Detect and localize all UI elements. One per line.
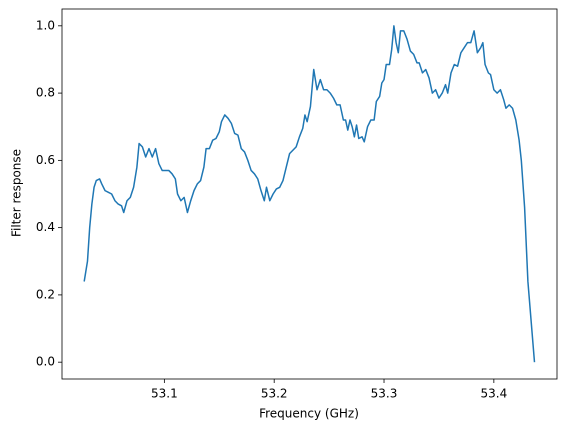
y-tick-label: 0.2 [36, 287, 55, 301]
y-tick-label: 0.4 [36, 220, 55, 234]
x-tick-label: 53.4 [480, 387, 507, 401]
x-tick-label: 53.3 [371, 387, 398, 401]
y-tick-label: 0.6 [36, 153, 55, 167]
x-tick-label: 53.1 [151, 387, 178, 401]
data-line [83, 25, 536, 363]
plot-frame [61, 8, 558, 380]
x-tick-label: 53.2 [261, 387, 288, 401]
y-tick-label: 0.0 [36, 355, 55, 369]
x-axis-label: Frequency (GHz) [259, 407, 359, 421]
y-tick-label: 0.8 [36, 86, 55, 100]
y-axis-label: Filter response [10, 149, 24, 237]
y-tick-label: 1.0 [36, 18, 55, 32]
